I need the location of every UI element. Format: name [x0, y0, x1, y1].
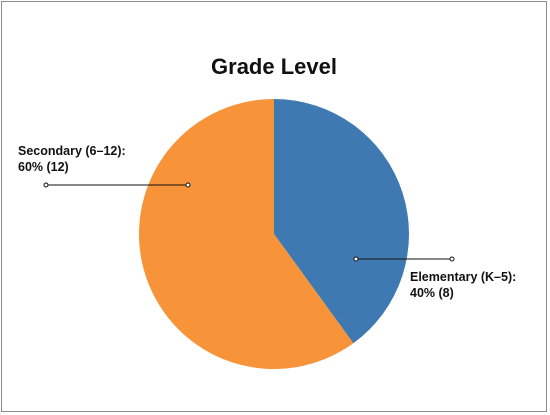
- chart-title: Grade Level: [211, 54, 337, 79]
- leader-dot-secondary-inner: [185, 182, 191, 188]
- slice-label-elementary-name: Elementary (K–5):: [410, 270, 516, 284]
- slice-label-elementary-value: 40% (8): [410, 286, 454, 300]
- leader-dot-secondary-outer: [43, 182, 49, 188]
- pie-slice-elementary: [274, 99, 409, 344]
- pie-slices: [138, 99, 409, 369]
- slice-label-secondary-name: Secondary (6–12):: [18, 144, 126, 158]
- leader-dot-elementary-inner: [353, 256, 359, 262]
- label-secondary: Secondary (6–12): 60% (12): [18, 144, 191, 188]
- slice-label-secondary-value: 60% (12): [18, 160, 69, 174]
- label-elementary: Elementary (K–5): 40% (8): [353, 256, 516, 300]
- pie-slice-secondary: [138, 99, 354, 369]
- leader-dot-elementary-outer: [449, 256, 455, 262]
